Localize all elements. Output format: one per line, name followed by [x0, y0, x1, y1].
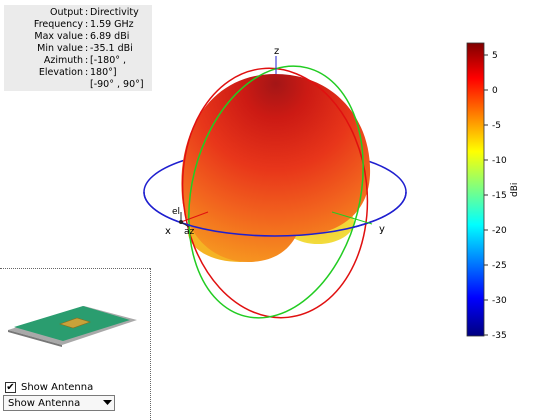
- colorbar-tick: -10: [492, 156, 507, 166]
- info-row-frequency: Frequency : 1.59 GHz: [4, 19, 152, 31]
- az-label: az: [184, 227, 195, 237]
- z-axis-label: z: [274, 46, 279, 57]
- info-value: [-90° , 90°]: [90, 79, 144, 90]
- info-colon: :: [85, 7, 89, 18]
- antenna-display-dropdown[interactable]: Show Antenna: [3, 395, 115, 411]
- show-antenna-checkbox[interactable]: ✔: [5, 382, 16, 393]
- origin-marker: [179, 220, 183, 224]
- colorbar-tick: -5: [492, 121, 501, 131]
- colorbar-tick: -35: [492, 331, 507, 341]
- info-value: [-180° ,: [90, 55, 127, 66]
- colorbar-ticks: 5 0 -5 -10 -15 -20 -25 -30 -35: [484, 51, 507, 341]
- info-row-azimuth: Azimuth : [-180° ,: [4, 55, 152, 67]
- show-antenna-checkbox-row[interactable]: ✔ Show Antenna: [5, 381, 93, 394]
- colorbar-tick: -25: [492, 261, 507, 271]
- colorbar-tick: -30: [492, 296, 507, 306]
- chevron-down-icon: [100, 396, 114, 410]
- meridian-ring: [188, 65, 364, 319]
- antenna-board-edge: [8, 330, 62, 347]
- colorbar-unit-label: dBi: [510, 183, 520, 197]
- info-row-output: Output : Directivity: [4, 7, 152, 19]
- preview-panel-border-top: [0, 268, 150, 269]
- info-row-elevation: Elevation : 180°]: [4, 67, 152, 79]
- checkmark-icon: ✔: [6, 381, 15, 393]
- el-label: el: [172, 207, 180, 217]
- info-colon: :: [85, 19, 89, 30]
- colorbar: [466, 42, 485, 337]
- pattern-sphere: [181, 74, 371, 262]
- colorbar-tick: -15: [492, 191, 507, 201]
- preview-panel-border-right: [150, 268, 151, 420]
- x-axis-label: x: [165, 226, 171, 237]
- dropdown-selected-value: Show Antenna: [8, 397, 81, 409]
- info-key: Frequency: [33, 19, 83, 30]
- info-key: Elevation: [38, 67, 83, 78]
- elevation-ring: [181, 67, 369, 319]
- info-value: 180°]: [90, 67, 117, 78]
- info-key: Azimuth: [43, 55, 83, 66]
- info-key: Min value: [37, 43, 83, 54]
- antenna-preview: [8, 306, 137, 347]
- x-axis: [180, 211, 209, 223]
- colorbar-tick: 5: [492, 51, 498, 61]
- y-axis-label: y: [379, 224, 385, 235]
- antenna-patch: [59, 317, 91, 329]
- info-value: -35.1 dBi: [90, 43, 133, 54]
- azimuth-ring-front: [143, 191, 407, 237]
- info-value: 6.89 dBi: [90, 31, 130, 42]
- info-colon: :: [85, 67, 89, 78]
- info-panel: Output : Directivity Frequency : 1.59 GH…: [4, 5, 152, 91]
- info-key: Output: [50, 7, 83, 18]
- info-value: Directivity: [90, 7, 139, 18]
- colorbar-tick: -20: [492, 226, 507, 236]
- info-key: Max value: [34, 31, 83, 42]
- info-colon: :: [85, 31, 89, 42]
- y-axis: [331, 211, 373, 225]
- info-colon: :: [85, 55, 89, 66]
- info-row-min-value: Min value : -35.1 dBi: [4, 43, 152, 55]
- info-row-elevation-range: [-90° , 90°]: [4, 79, 152, 91]
- show-antenna-checkbox-label: Show Antenna: [21, 382, 94, 393]
- info-row-max-value: Max value : 6.89 dBi: [4, 31, 152, 43]
- info-colon: :: [85, 43, 89, 54]
- colorbar-tick: 0: [492, 86, 498, 96]
- info-value: 1.59 GHz: [90, 19, 134, 30]
